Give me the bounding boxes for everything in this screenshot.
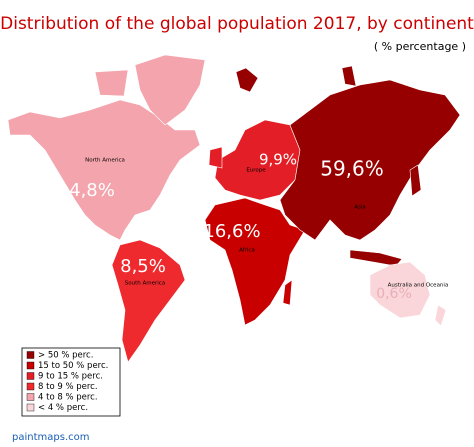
legend-label: 4 to 8 % perc. — [38, 393, 98, 403]
legend-swatch — [26, 351, 35, 359]
shape — [111, 239, 186, 363]
legend-swatch — [26, 403, 35, 412]
shape — [282, 279, 293, 306]
asia — [235, 65, 461, 267]
australia — [369, 261, 447, 327]
footer: paintmaps.com — [12, 432, 89, 443]
legend-label: < 4 % perc. — [38, 403, 88, 413]
legend-swatch — [26, 382, 35, 391]
region-value: 8,5% — [120, 256, 166, 277]
region-value: 16,6% — [203, 221, 260, 242]
legend-label: 15 to 50 % perc. — [38, 361, 108, 371]
region-name: Australia and Oceania — [388, 283, 449, 289]
region-value: 0,6% — [376, 286, 412, 302]
shape — [204, 197, 306, 326]
legend: > 50 % perc.15 to 50 % perc.9 to 15 % pe… — [21, 347, 121, 417]
shape — [434, 304, 447, 327]
legend-label: 9 to 15 % perc. — [38, 372, 103, 382]
region-value: 4,8% — [69, 180, 115, 201]
shape — [7, 99, 201, 241]
region-name: South America — [125, 281, 165, 287]
south-america — [111, 239, 186, 363]
legend-label: 8 to 9 % perc. — [38, 382, 98, 392]
region-value: 59,6% — [320, 157, 384, 181]
title: Distribution of the global population 20… — [0, 14, 474, 34]
subtitle: ( % percentage ) — [374, 40, 466, 53]
shape — [341, 65, 357, 87]
shape — [134, 54, 206, 126]
shape — [409, 164, 422, 197]
legend-swatch — [26, 393, 35, 401]
region-name: Asia — [354, 205, 366, 211]
shape — [369, 261, 431, 319]
legend-swatch — [26, 372, 35, 380]
north-america — [7, 54, 206, 241]
region-name: North America — [85, 158, 125, 164]
region-name: Africa — [239, 248, 255, 254]
region-value: 9,9% — [259, 151, 297, 169]
legend-label: > 50 % perc. — [38, 351, 93, 361]
africa — [204, 197, 306, 326]
legend-box — [21, 347, 121, 417]
shape — [279, 79, 461, 241]
legend-swatch — [26, 361, 35, 370]
shape — [94, 69, 129, 97]
region-name: Europe — [246, 168, 266, 174]
shape — [235, 67, 259, 93]
shape — [349, 249, 403, 267]
shape — [208, 146, 223, 169]
